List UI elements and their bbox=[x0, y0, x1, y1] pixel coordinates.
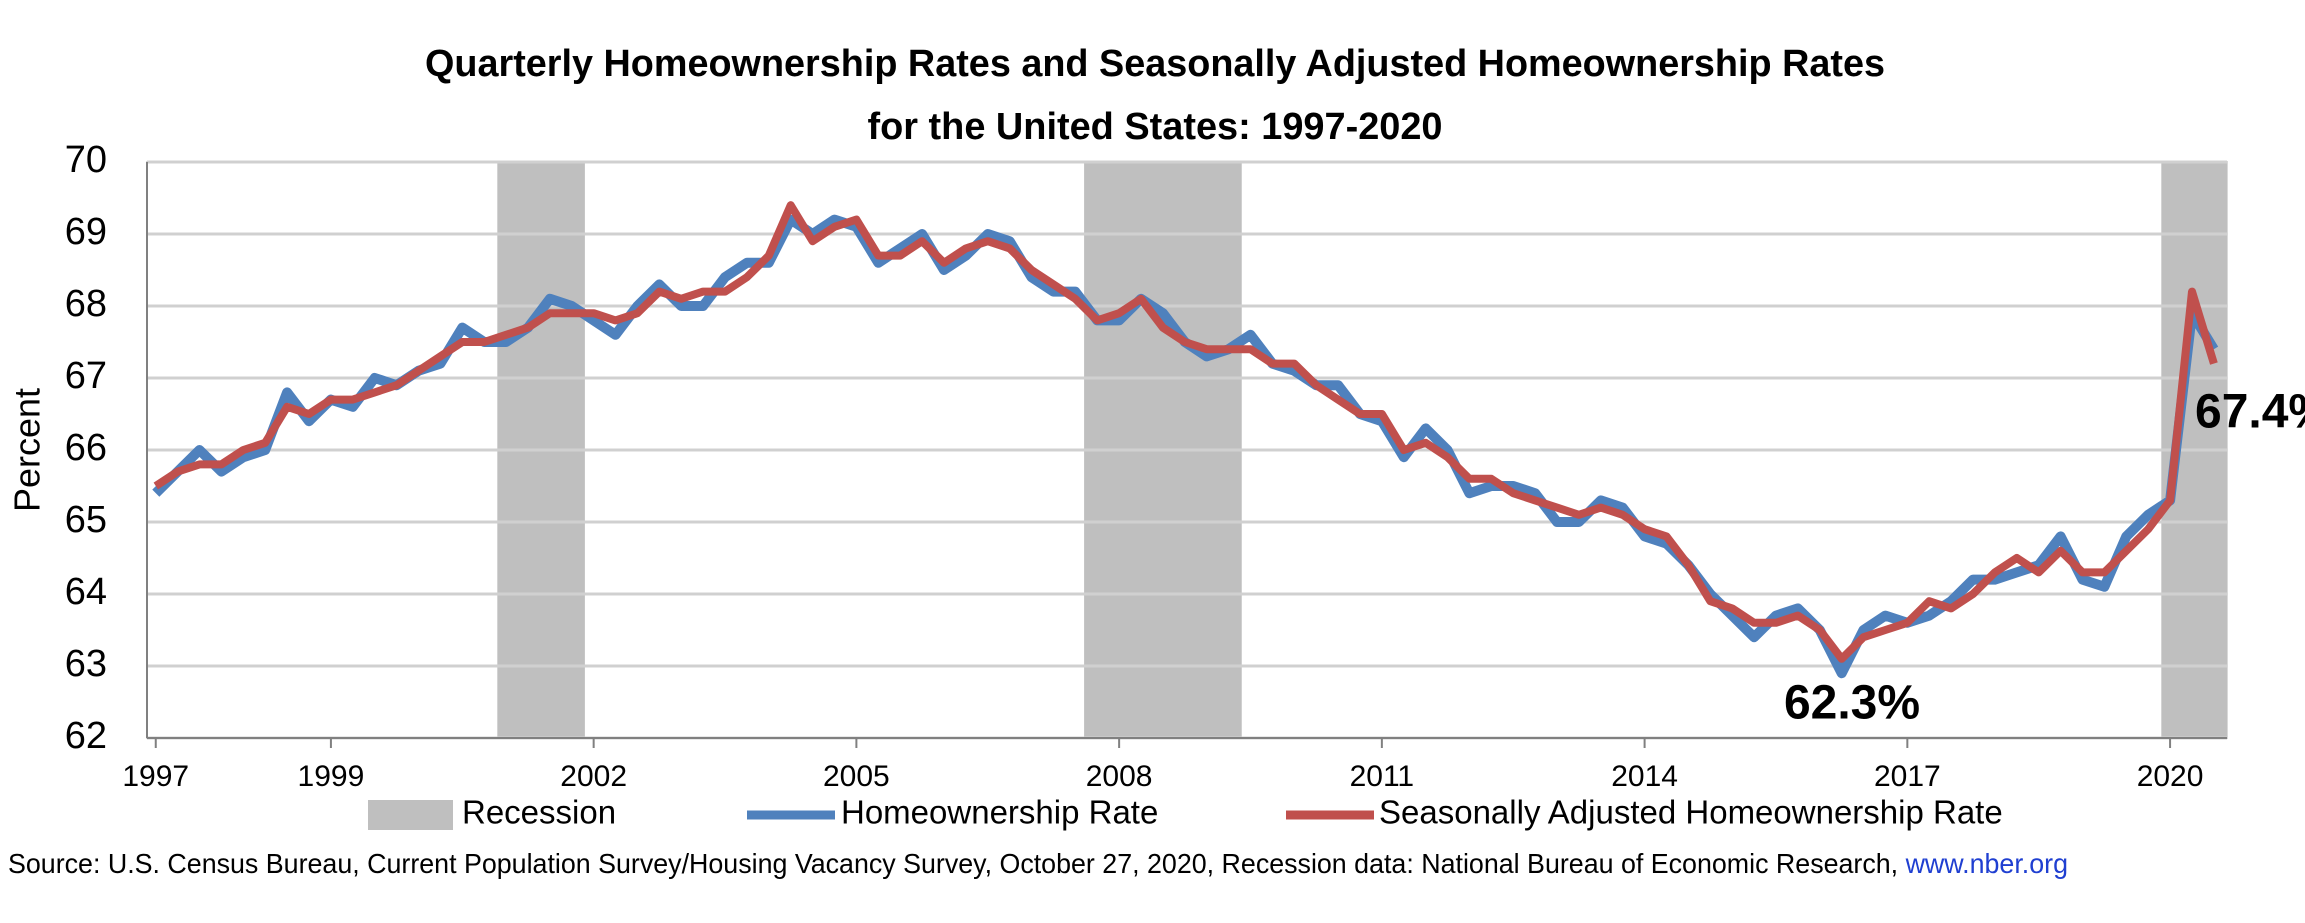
y-tick-label: 63 bbox=[65, 643, 107, 685]
x-tick-label: 2005 bbox=[823, 760, 890, 793]
y-axis-label: Percent bbox=[7, 388, 48, 512]
source: Source: U.S. Census Bureau, Current Popu… bbox=[8, 848, 2068, 879]
y-tick-label: 64 bbox=[65, 571, 107, 613]
chart-title: Quarterly Homeownership Rates and Season… bbox=[425, 43, 1885, 85]
y-tick-label: 67 bbox=[65, 355, 107, 397]
legend-swatch bbox=[368, 800, 453, 830]
legend-label: Homeownership Rate bbox=[841, 794, 1158, 831]
x-tick-label: 2002 bbox=[560, 760, 627, 793]
series-line bbox=[153, 201, 2218, 663]
legend-label: Seasonally Adjusted Homeownership Rate bbox=[1379, 794, 2003, 831]
x-tick-label: 1999 bbox=[298, 760, 365, 793]
annotation: 62.3% bbox=[1784, 677, 1920, 730]
y-tick-label: 68 bbox=[65, 283, 107, 325]
y-tick-label: 62 bbox=[65, 715, 107, 757]
x-tick-label: 2011 bbox=[1350, 760, 1415, 793]
y-tick-label: 66 bbox=[65, 427, 107, 469]
x-tick-label: 1997 bbox=[122, 760, 189, 793]
source-link[interactable]: www.nber.org bbox=[1905, 848, 2068, 879]
legend-label: Recession bbox=[462, 794, 616, 831]
annotation: 67.4% bbox=[2195, 386, 2305, 439]
x-tick-label: 2008 bbox=[1086, 760, 1153, 793]
y-tick-label: 70 bbox=[65, 139, 107, 181]
y-tick-label: 69 bbox=[65, 211, 107, 253]
x-tick-label: 2020 bbox=[2137, 760, 2204, 793]
y-tick-label: 65 bbox=[65, 499, 107, 541]
source-text: Source: U.S. Census Bureau, Current Popu… bbox=[8, 848, 1898, 879]
x-tick-label: 2017 bbox=[1874, 760, 1941, 793]
x-tick-label: 2014 bbox=[1611, 760, 1678, 793]
chart-title: for the United States: 1997-2020 bbox=[868, 106, 1443, 148]
